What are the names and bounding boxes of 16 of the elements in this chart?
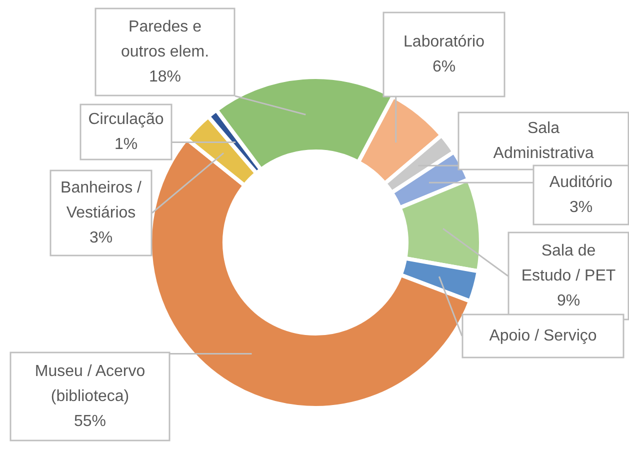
slice-label: Auditório: [549, 174, 613, 191]
data-label: 6%: [432, 58, 456, 76]
data-label: 1%: [114, 136, 138, 153]
data-label: 55%: [74, 412, 106, 430]
slice-label: Sala de Estudo / PET: [521, 242, 616, 284]
slice-label: Apoio / Serviço: [489, 327, 597, 344]
slice-label: Sala Administrativa: [493, 120, 594, 162]
data-label: 18%: [148, 68, 182, 86]
slice-label: Paredes e outros elem.: [120, 18, 210, 60]
slice-label: Museu / Acervo (biblioteca): [34, 362, 146, 405]
data-label: 3%: [89, 229, 113, 246]
data-label: 9%: [556, 292, 580, 310]
slice-label: Banheiros / Vestiários: [60, 179, 142, 222]
slice-label: Laboratório: [404, 33, 485, 50]
data-label: 3%: [569, 198, 593, 216]
slice-label: Circulação: [88, 110, 164, 128]
